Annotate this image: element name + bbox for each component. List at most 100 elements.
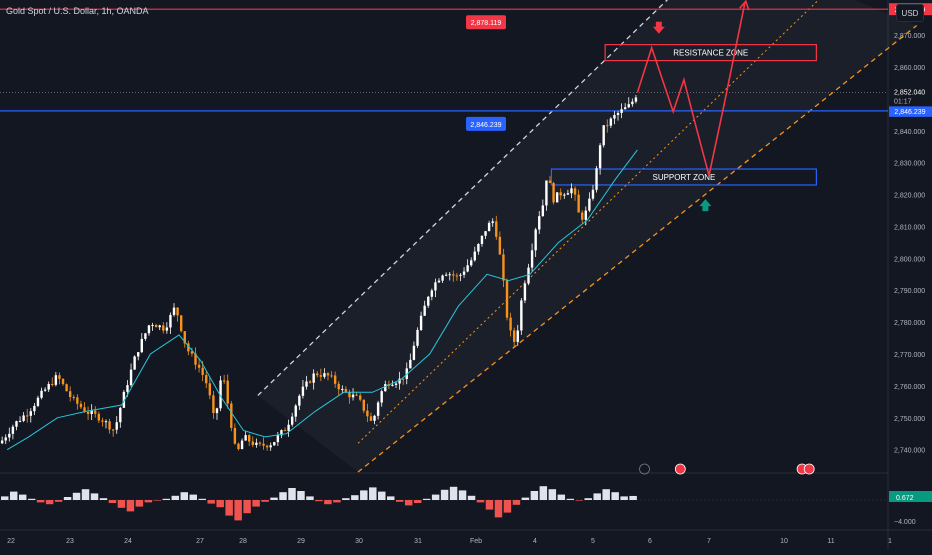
candle-body (473, 251, 476, 261)
candle-body (355, 394, 358, 396)
flag-icon-3[interactable] (803, 463, 815, 475)
candle-body (606, 125, 609, 127)
flag-icon-1[interactable] (674, 463, 686, 475)
candle-body (179, 315, 183, 332)
support-zone-box[interactable] (550, 168, 817, 186)
time-tick-label: 24 (124, 538, 132, 545)
oscillator-bar (620, 496, 628, 500)
candle-body (287, 424, 290, 431)
candle-body (341, 388, 344, 390)
candle-body (298, 395, 301, 406)
oscillator-bar (90, 493, 99, 500)
candle-body (22, 415, 25, 421)
candle-body (477, 243, 480, 252)
oscillator-bar (494, 500, 503, 518)
candle-body (337, 383, 340, 390)
candle-body (147, 325, 151, 334)
oscillator-bar (81, 489, 90, 500)
candle-body (219, 380, 222, 409)
candle-body (466, 265, 469, 272)
candle-body (359, 395, 362, 400)
candle-body (344, 388, 348, 393)
current-support-label: 2,846.239 (470, 122, 501, 129)
candle-body (4, 437, 7, 441)
candle-body (290, 416, 294, 425)
price-tick-label: 2,790.000 (894, 288, 925, 295)
time-tick-label: 23 (66, 538, 74, 545)
candle-body (29, 411, 32, 416)
oscillator-bar (216, 500, 224, 508)
oscillator-bar (99, 498, 108, 500)
candle-body (226, 380, 229, 404)
oscillator-bar (422, 498, 431, 500)
resistance-zone-label: RESISTANCE ZONE (673, 49, 748, 58)
candle-body (419, 315, 423, 330)
candle-body (137, 352, 140, 357)
candle-body (376, 402, 380, 416)
projection-path[interactable] (636, 3, 746, 176)
candle-body (165, 327, 169, 331)
oscillator-bar (117, 500, 126, 508)
channel-lower-line[interactable] (357, 25, 918, 473)
candle-body (459, 274, 462, 276)
candle-body (15, 421, 18, 427)
candle-body (491, 221, 494, 223)
candle-body (598, 145, 602, 169)
candle-body (563, 194, 566, 196)
candle-body (68, 391, 72, 398)
candle-body (326, 373, 330, 376)
candle-body (79, 403, 83, 408)
price-tick-label: 2,740.000 (894, 448, 925, 455)
candle-body (588, 198, 591, 211)
candle-body (36, 397, 40, 406)
time-tick-label: 5 (591, 538, 595, 545)
currency-button[interactable]: USD (896, 4, 924, 22)
candle-body (61, 378, 65, 385)
projection-arrowhead (739, 0, 750, 11)
candle-body (570, 188, 573, 194)
upper-resistance-label-box (466, 15, 506, 30)
oscillator-bar (234, 500, 242, 521)
down-arrow-icon (652, 21, 665, 34)
oscillator-bar (566, 498, 575, 500)
price-tick-label: 2,800.000 (894, 256, 925, 263)
candle-body (215, 408, 219, 414)
candle-body (362, 399, 365, 411)
candle-body (530, 250, 534, 268)
candle-body (444, 274, 448, 276)
price-tick-label: 2,820.000 (894, 193, 925, 200)
flash-icon[interactable] (639, 463, 650, 475)
candle-body (8, 433, 11, 438)
time-tick-label: 6 (648, 538, 652, 545)
candle-body (101, 420, 104, 422)
oscillator-bar (153, 500, 162, 501)
oscillator-value-tag (889, 491, 932, 502)
countdown-label: 01:17 (894, 98, 912, 105)
candle-body (577, 194, 580, 213)
candle-body (538, 216, 541, 230)
candle-body (51, 383, 54, 385)
candle-body (427, 296, 430, 306)
oscillator-bar (261, 500, 269, 502)
oscillator-bar (9, 491, 18, 500)
time-tick-label: 1 (888, 538, 892, 545)
candle-body (58, 375, 61, 379)
candle-body (86, 411, 90, 414)
candle-body (351, 394, 355, 398)
time-tick-label: 22 (7, 538, 15, 545)
resistance-zone-box[interactable] (604, 44, 817, 62)
candle-body (262, 443, 265, 446)
candle-body (498, 236, 502, 255)
candle-body (595, 168, 598, 190)
candle-body (391, 384, 394, 386)
candle-body (0, 440, 4, 444)
candle-body (251, 441, 254, 446)
candle-body (401, 378, 405, 380)
oscillator-bar (521, 497, 530, 500)
candle-body (115, 422, 118, 430)
oscillator-bar (243, 500, 251, 514)
candle-body (319, 375, 323, 377)
candle-body (187, 343, 190, 352)
